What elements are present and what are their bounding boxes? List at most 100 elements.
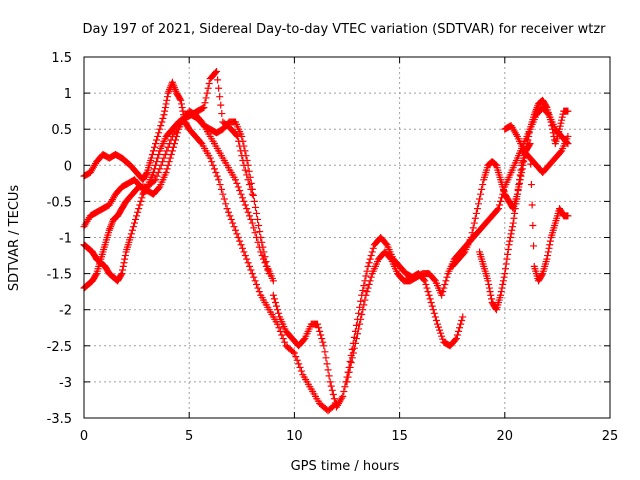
data-point — [364, 284, 372, 292]
data-point — [159, 114, 167, 122]
data-point — [365, 280, 373, 288]
data-point — [216, 181, 224, 189]
data-point — [231, 226, 239, 234]
data-point — [525, 141, 533, 149]
y-tick-label: 0 — [64, 159, 72, 174]
data-point — [348, 354, 356, 362]
y-tick-label: -2.5 — [47, 340, 72, 355]
data-point — [244, 259, 252, 267]
data-point — [502, 260, 510, 268]
data-point — [260, 248, 268, 256]
data-point — [510, 214, 518, 222]
data-point — [201, 99, 209, 107]
data-point — [504, 250, 512, 258]
data-point — [215, 84, 223, 92]
data-point — [363, 288, 371, 296]
data-point — [251, 229, 259, 237]
data-point — [118, 270, 126, 278]
data-point — [154, 132, 162, 140]
chart-title: Day 197 of 2021, Sidereal Day-to-day VTE… — [82, 22, 606, 37]
data-point — [439, 288, 447, 296]
data-point — [422, 280, 430, 288]
data-point — [469, 224, 477, 232]
data-point — [155, 184, 163, 192]
data-point — [360, 282, 368, 290]
data-point — [153, 172, 161, 180]
data-point — [424, 288, 432, 296]
data-point — [149, 147, 157, 155]
data-point — [216, 93, 224, 101]
data-point — [382, 240, 390, 248]
data-point — [475, 200, 482, 208]
x-tick-label: 25 — [602, 429, 619, 444]
data-point — [365, 259, 373, 267]
data-point — [234, 183, 242, 191]
data-point — [217, 185, 225, 193]
x-tick-label: 20 — [497, 429, 514, 444]
data-point — [345, 368, 353, 376]
y-tick-label: -1.5 — [47, 268, 72, 283]
data-point — [323, 360, 331, 368]
data-point — [158, 118, 166, 126]
data-point — [224, 208, 232, 216]
data-point — [359, 286, 367, 294]
data-point — [360, 301, 368, 309]
data-point — [499, 277, 507, 285]
data-point — [289, 348, 297, 356]
data-point — [421, 277, 429, 285]
data-point — [256, 227, 264, 235]
data-point — [368, 248, 376, 256]
series-9 — [501, 122, 572, 177]
data-point — [386, 254, 394, 262]
data-point — [327, 382, 335, 390]
data-point — [546, 241, 554, 249]
data-point — [127, 230, 135, 238]
data-point — [317, 331, 325, 339]
data-point — [199, 104, 207, 112]
data-point — [229, 219, 237, 227]
data-point — [246, 173, 254, 181]
data-point — [341, 383, 349, 391]
data-point — [437, 329, 445, 337]
data-point — [262, 258, 270, 266]
data-point — [254, 284, 262, 292]
data-point — [230, 223, 238, 231]
data-point — [328, 386, 336, 394]
data-point — [497, 197, 505, 205]
data-point — [544, 248, 552, 256]
data-point — [275, 324, 283, 332]
data-point — [197, 138, 205, 146]
data-point — [163, 165, 171, 173]
data-point — [497, 288, 505, 296]
data-point — [515, 181, 523, 189]
data-point — [240, 142, 248, 150]
data-point — [329, 391, 337, 399]
data-point — [516, 171, 524, 179]
data-point — [438, 332, 446, 340]
data-point — [269, 277, 277, 285]
data-point — [128, 226, 136, 234]
data-point — [126, 234, 134, 241]
data-point — [251, 203, 259, 211]
data-point — [200, 104, 208, 112]
x-tick-label: 10 — [286, 429, 303, 444]
data-point — [243, 255, 251, 263]
data-point — [425, 291, 433, 299]
data-point — [492, 304, 500, 312]
data-point — [273, 302, 281, 310]
y-tick-label: 1 — [64, 87, 72, 102]
data-point — [137, 197, 145, 205]
data-point — [241, 147, 249, 155]
data-point — [350, 344, 358, 352]
data-point — [237, 190, 245, 198]
data-point — [261, 259, 269, 267]
data-point — [242, 152, 250, 160]
data-point — [231, 176, 239, 184]
data-point — [479, 181, 487, 189]
data-point — [500, 273, 508, 281]
data-point — [253, 280, 261, 288]
data-point — [499, 280, 507, 288]
data-point — [361, 296, 369, 304]
data-point — [160, 154, 168, 162]
data-point — [205, 79, 213, 87]
